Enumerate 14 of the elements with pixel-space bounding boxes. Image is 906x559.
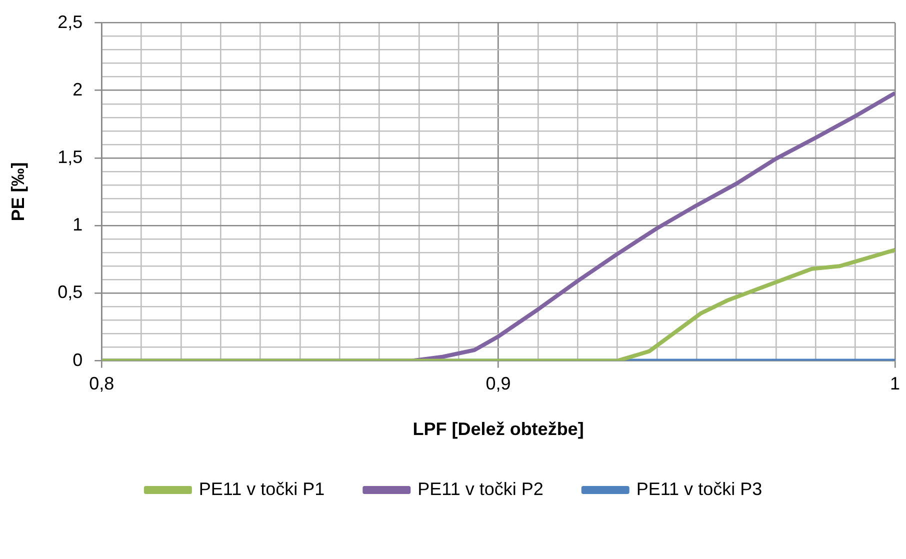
x-tick-label: 0,9: [486, 374, 511, 394]
y-tick-label: 1: [72, 214, 83, 235]
y-tick-label: 2,5: [58, 12, 83, 32]
y-tick-label: 2: [72, 79, 83, 100]
x-tick-label: 0,8: [89, 374, 114, 394]
legend-label: PE11 v točki P1: [198, 478, 325, 499]
y-tick-label: 0: [72, 350, 83, 370]
x-axis-title: LPF [Delež obtežbe]: [412, 419, 584, 440]
legend-label: PE11 v točki P3: [636, 478, 762, 499]
x-tick-label: 1: [890, 374, 900, 394]
y-tick-label: 0,5: [58, 282, 83, 302]
y-tick-label: 1,5: [58, 146, 83, 167]
y-axis-title: PE [‰]: [8, 162, 28, 222]
legend-label: PE11 v točki P2: [418, 478, 544, 499]
